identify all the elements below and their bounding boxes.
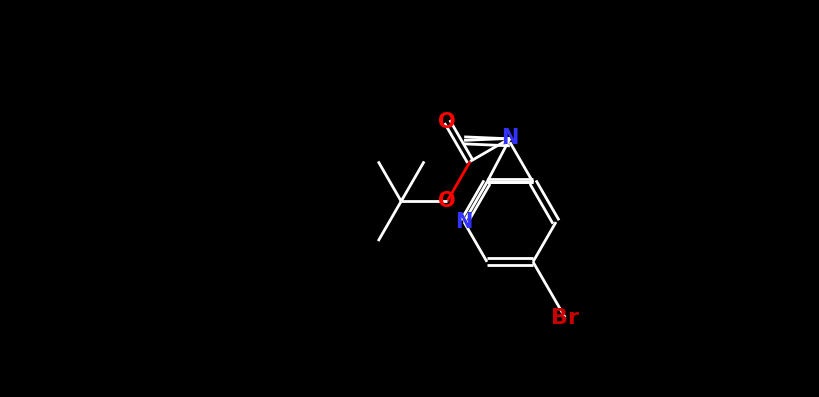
Text: O: O xyxy=(438,191,456,211)
Text: N: N xyxy=(501,128,518,148)
Text: N: N xyxy=(455,212,473,232)
Text: Br: Br xyxy=(551,308,579,328)
Text: O: O xyxy=(438,112,456,131)
